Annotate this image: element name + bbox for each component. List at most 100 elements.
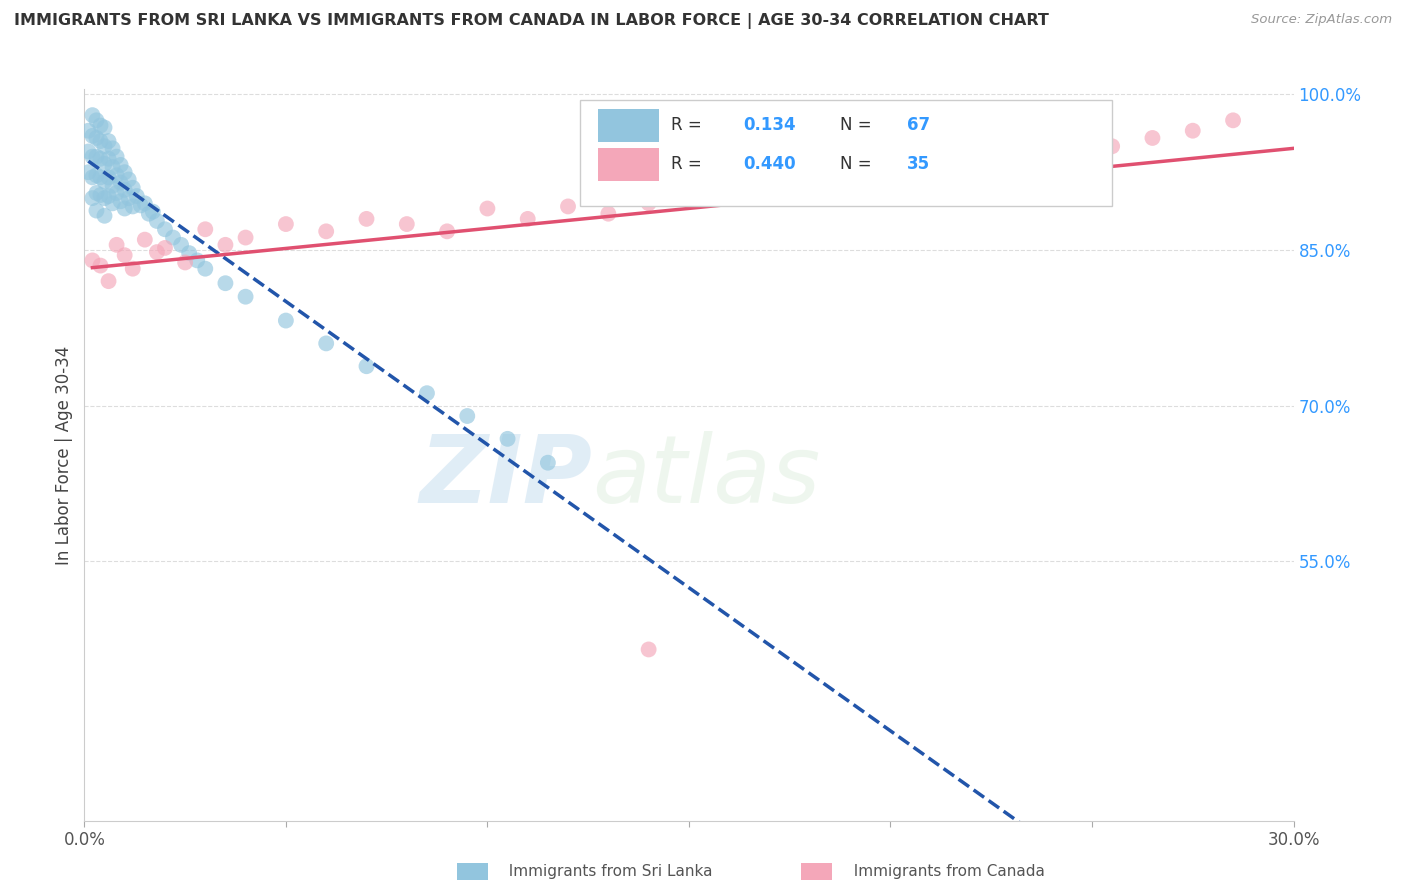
Point [86,203,108,218]
Point [1142,131,1164,145]
Point [718,186,741,200]
Point [315,336,337,351]
Point [477,202,499,216]
Text: Immigrants from Canada: Immigrants from Canada [844,863,1045,879]
Point [82,128,104,143]
Point [77,145,100,159]
Point [93,139,115,153]
Point [97,134,120,148]
Point [1101,139,1123,153]
Point [93,157,115,171]
Point [194,261,217,276]
FancyBboxPatch shape [581,100,1112,206]
Point [86,113,108,128]
Point [93,120,115,135]
Point [678,191,700,205]
Point [129,198,152,212]
Point [174,255,197,269]
Point [194,222,217,236]
Point [456,409,478,423]
Point [110,176,132,190]
Point [516,211,538,226]
Point [315,224,337,238]
Point [82,191,104,205]
Point [598,207,620,221]
Point [274,217,297,231]
Point [118,172,141,186]
Point [779,178,801,193]
Point [557,199,579,213]
Point [114,202,136,216]
Bar [599,148,659,181]
Point [235,290,257,304]
Point [89,152,111,166]
Point [82,150,104,164]
Point [86,131,108,145]
Point [89,170,111,185]
Point [110,194,132,209]
Point [82,253,104,268]
Point [89,134,111,148]
Point [86,150,108,164]
Point [121,261,143,276]
Point [356,359,378,374]
Point [1181,124,1204,138]
Point [134,233,156,247]
Point [186,253,208,268]
Point [1040,147,1063,161]
Point [496,432,519,446]
Point [82,170,104,185]
Point [170,237,193,252]
Point [839,172,862,186]
Point [153,222,176,236]
Text: 35: 35 [907,155,929,173]
Point [97,152,120,166]
Text: N =: N = [841,155,877,173]
Point [101,178,124,193]
Point [980,154,1002,169]
Point [142,204,165,219]
Point [105,169,128,183]
Point [93,175,115,189]
Point [920,162,942,177]
Point [77,165,100,179]
Text: R =: R = [671,117,707,135]
Point [114,248,136,262]
Point [97,274,120,288]
Point [146,245,169,260]
Point [110,158,132,172]
Point [138,207,160,221]
Bar [599,109,659,142]
Point [356,211,378,226]
Point [97,170,120,185]
Point [1222,113,1244,128]
Point [179,246,201,260]
Text: R =: R = [671,155,707,173]
Point [637,196,659,211]
Text: Immigrants from Sri Lanka: Immigrants from Sri Lanka [499,863,713,879]
Point [214,237,236,252]
Point [121,199,143,213]
Point [105,237,128,252]
Point [118,191,141,205]
Point [153,241,176,255]
Point [105,186,128,200]
Point [86,169,108,183]
Text: ZIP: ZIP [419,431,592,523]
Text: 0.134: 0.134 [744,117,796,135]
Point [77,124,100,138]
Point [274,313,297,327]
Point [637,642,659,657]
Text: atlas: atlas [592,432,821,523]
Point [162,230,184,244]
Text: IMMIGRANTS FROM SRI LANKA VS IMMIGRANTS FROM CANADA IN LABOR FORCE | AGE 30-34 C: IMMIGRANTS FROM SRI LANKA VS IMMIGRANTS … [14,13,1049,29]
Text: 0.440: 0.440 [744,155,796,173]
Point [89,188,111,202]
Point [214,277,236,291]
Point [101,160,124,174]
Point [125,189,148,203]
Point [436,224,458,238]
Point [89,259,111,273]
Point [89,119,111,133]
Y-axis label: In Labor Force | Age 30-34: In Labor Force | Age 30-34 [55,345,73,565]
